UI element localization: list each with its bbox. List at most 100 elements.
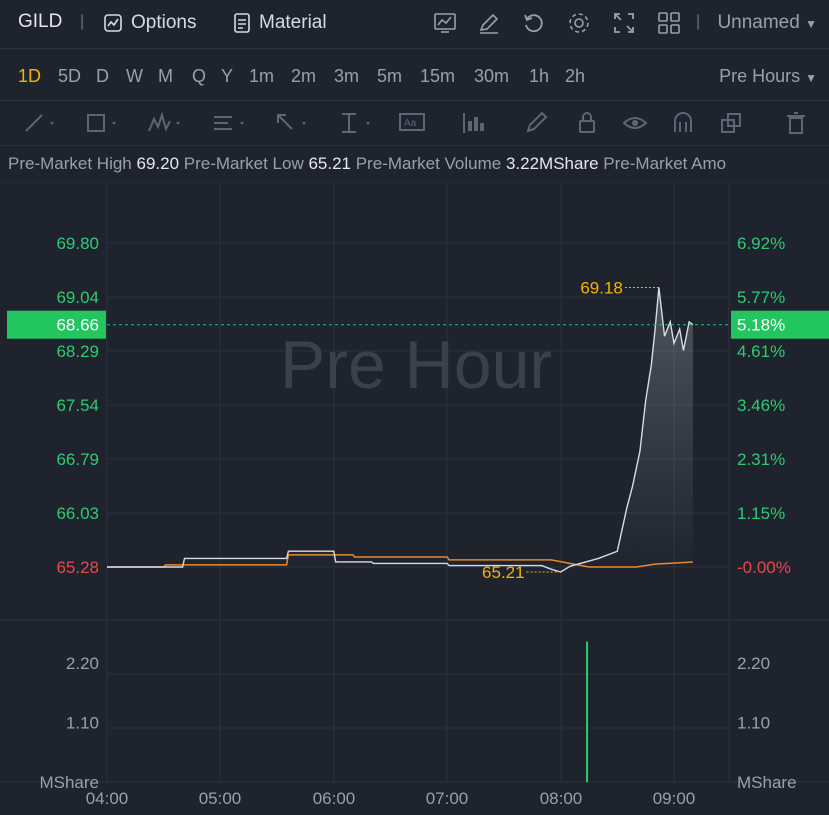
- timeframe-2m[interactable]: 2m: [291, 66, 317, 86]
- timeframe-5d[interactable]: 5D: [58, 66, 82, 86]
- current-percent-value: 5.18%: [737, 316, 785, 335]
- grid-layout-icon[interactable]: [656, 10, 682, 36]
- price-tick-label: 67.54: [56, 396, 99, 415]
- brush-tool-icon[interactable]: [522, 111, 558, 135]
- trash-icon[interactable]: [784, 111, 820, 135]
- lock-icon[interactable]: [574, 111, 610, 135]
- volume-tick-label: 2.20: [66, 654, 99, 673]
- timeframe-bar: 1D 5D D W M Q Y 1m 2m 3m 5m 15m 30m 1h 2h Pre Hours ▼: [0, 60, 829, 94]
- top-toolbar: GILD | Options Material: [0, 0, 829, 49]
- wave-tool-icon[interactable]: [146, 111, 182, 135]
- indicator-icon[interactable]: [432, 10, 458, 36]
- percent-tick-label: 3.46%: [737, 396, 785, 415]
- layout-name-dropdown[interactable]: Unnamed ▼: [717, 12, 817, 34]
- axis-labels: 69.80 69.04 68.29 67.54 66.79 66.03 65.28 6.92%…: [39, 234, 796, 808]
- price-area-fill: [107, 287, 693, 573]
- stat-value: 69.20: [136, 154, 184, 173]
- stats-list: Pre-Market High 69.20 Pre-Market Low 65.…: [8, 154, 726, 174]
- draw-icon[interactable]: [476, 10, 502, 36]
- material-button[interactable]: Material: [233, 10, 327, 36]
- volume-tick-label: 1.10: [737, 714, 770, 733]
- current-percent-tag: [731, 310, 829, 339]
- arrow-tool-icon[interactable]: [272, 111, 308, 135]
- stat-value: 65.21: [308, 154, 356, 173]
- volume-tick-label: 1.10: [66, 714, 99, 733]
- volume-bar: [586, 641, 589, 782]
- low-price-label: 65.21: [482, 563, 525, 582]
- percent-tick-label: 1.15%: [737, 504, 785, 523]
- timeframe-q[interactable]: Q: [192, 66, 207, 86]
- time-tick-label: 06:00: [313, 789, 356, 808]
- separator: |: [696, 13, 701, 30]
- options-label: Options: [131, 12, 197, 33]
- line-tool-icon[interactable]: [22, 111, 58, 135]
- time-tick-label: 07:00: [426, 789, 469, 808]
- timeframe-15m[interactable]: 15m: [420, 66, 456, 86]
- timeframe-y[interactable]: Y: [221, 66, 234, 86]
- chart-grid: [0, 182, 829, 783]
- price-tick-label: 69.04: [56, 288, 99, 307]
- price-tick-label: 68.29: [56, 342, 99, 361]
- ticker-symbol[interactable]: GILD: [18, 11, 63, 32]
- timeframe-d[interactable]: D: [96, 66, 109, 86]
- rectangle-tool-icon[interactable]: [84, 111, 120, 135]
- volume-unit-label: MShare: [737, 773, 797, 792]
- volume-tick-label: 2.20: [737, 654, 770, 673]
- percent-tick-label: 2.31%: [737, 450, 785, 469]
- average-price-line: [107, 554, 693, 568]
- session-label: Pre Hours: [719, 66, 801, 86]
- timeframe-w[interactable]: W: [126, 66, 143, 86]
- stat-label: Pre-Market Low: [183, 154, 309, 173]
- stat-label: Pre-Market Volume: [355, 154, 506, 173]
- layout-name: Unnamed: [717, 12, 800, 33]
- timeframe-m[interactable]: M: [158, 66, 173, 86]
- stat-label: Pre-Market Amo: [603, 154, 727, 173]
- caret-down-icon: ▼: [805, 71, 817, 85]
- plot-layer: 69.18 65.21 68.66 5.18%: [7, 278, 829, 782]
- percent-tick-label: -0.00%: [737, 558, 791, 577]
- percent-tick-label: 6.92%: [737, 234, 785, 253]
- timeframe-2h[interactable]: 2h: [565, 66, 586, 86]
- settings-icon[interactable]: [566, 10, 592, 36]
- drawing-toolbar: Aa: [0, 100, 829, 146]
- options-icon: [104, 14, 122, 32]
- high-price-label: 69.18: [580, 278, 623, 297]
- timeframe-5m[interactable]: 5m: [377, 66, 403, 86]
- text-align-tool-icon[interactable]: [210, 111, 246, 135]
- time-tick-label: 08:00: [540, 789, 583, 808]
- timeframe-1d[interactable]: 1D: [18, 66, 42, 86]
- price-chart[interactable]: Pre Hour 69.18 65.21 68.66 5.18% 69.80 69.04…: [0, 182, 829, 815]
- price-tick-label: 66.79: [56, 450, 99, 469]
- options-button[interactable]: Options: [103, 10, 196, 36]
- document-icon: [234, 13, 250, 33]
- volume-unit-label: MShare: [39, 773, 99, 792]
- price-tick-label: 69.80: [56, 234, 99, 253]
- caret-down-icon: ▼: [805, 17, 817, 31]
- layers-icon[interactable]: [718, 111, 754, 135]
- bar-pattern-tool-icon[interactable]: [460, 111, 496, 135]
- refresh-icon[interactable]: [521, 10, 547, 36]
- timeframe-1h[interactable]: 1h: [529, 66, 550, 86]
- timeframe-30m[interactable]: 30m: [474, 66, 510, 86]
- eye-icon[interactable]: [622, 111, 658, 135]
- time-tick-label: 04:00: [86, 789, 129, 808]
- price-tick-label: 65.28: [56, 558, 99, 577]
- session-selector[interactable]: Pre Hours ▼: [719, 66, 817, 87]
- premarket-stats: Pre-Market High 69.20 Pre-Market Low 65.…: [0, 150, 829, 180]
- percent-tick-label: 5.77%: [737, 288, 785, 307]
- stat-label: Pre-Market High: [8, 154, 137, 173]
- price-line: [107, 287, 694, 573]
- percent-tick-label: 4.61%: [737, 342, 785, 361]
- current-price-value: 68.66: [56, 316, 99, 335]
- stat-value: 3.22MShare: [505, 154, 604, 173]
- time-tick-label: 05:00: [199, 789, 242, 808]
- time-tick-label: 09:00: [653, 789, 696, 808]
- timeframe-3m[interactable]: 3m: [334, 66, 360, 86]
- timeframe-1m[interactable]: 1m: [249, 66, 275, 86]
- text-tool-icon[interactable]: Aa: [398, 111, 434, 135]
- fullscreen-icon[interactable]: [611, 10, 637, 36]
- session-watermark: Pre Hour: [280, 327, 552, 403]
- magnet-icon[interactable]: [670, 111, 706, 135]
- measure-tool-icon[interactable]: [336, 111, 372, 135]
- material-label: Material: [259, 12, 327, 33]
